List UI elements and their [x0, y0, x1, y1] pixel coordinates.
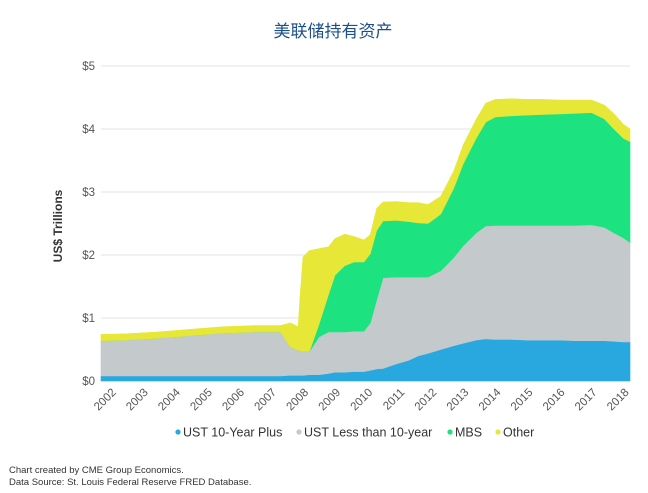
- legend-marker: [175, 429, 181, 435]
- y-tick-label: $4: [82, 124, 95, 136]
- x-tick-label: 2011: [381, 387, 407, 413]
- legend-label: UST 10-Year Plus: [183, 426, 282, 440]
- x-tick-label: 2002: [92, 387, 119, 414]
- x-tick-label: 2010: [349, 387, 376, 414]
- x-tick-label: 2005: [188, 387, 215, 414]
- stacked-areas: [100, 98, 631, 382]
- y-tick-label: $0: [82, 376, 95, 388]
- y-axis-label: US$ Trillions: [51, 189, 65, 262]
- legend-label: MBS: [455, 426, 482, 440]
- y-tick-label: $3: [82, 187, 95, 199]
- x-tick-label: 2008: [285, 387, 312, 414]
- y-tick-label: $2: [82, 250, 95, 262]
- legend-label: Other: [503, 426, 534, 440]
- x-tick-label: 2004: [156, 386, 183, 413]
- y-axis-ticks: $0 $1 $2 $3 $4 $5: [82, 61, 95, 388]
- x-tick-label: 2017: [573, 387, 600, 414]
- x-tick-label: 2003: [124, 387, 151, 414]
- x-tick-label: 2009: [317, 387, 344, 414]
- x-axis-ticks: 2002 2003 2004 2005 2006 2007 2008 2009 2010 2011…: [92, 386, 632, 413]
- x-tick-label: 2007: [252, 387, 279, 414]
- x-tick-label: 2012: [413, 387, 440, 414]
- legend-marker: [447, 429, 453, 435]
- legend-item: MBS: [447, 426, 482, 440]
- legend-item: UST Less than 10-year: [296, 426, 432, 440]
- chart-credit: Chart created by CME Group Economics.: [9, 465, 184, 476]
- y-tick-label: $5: [82, 61, 95, 73]
- x-tick-label: 2015: [509, 387, 536, 414]
- x-tick-label: 2018: [605, 387, 632, 414]
- x-tick-label: 2006: [220, 387, 247, 414]
- legend: UST 10-Year Plus UST Less than 10-year MBS…: [175, 426, 534, 440]
- legend-item: Other: [495, 426, 534, 440]
- y-tick-label: $1: [82, 313, 95, 325]
- legend-marker: [495, 429, 501, 435]
- x-tick-label: 2014: [477, 386, 504, 413]
- chart-title: 美联储持有资产: [274, 22, 393, 42]
- legend-marker: [296, 429, 302, 435]
- legend-label: UST Less than 10-year: [304, 426, 432, 440]
- x-tick-label: 2016: [541, 387, 568, 414]
- area-other: [100, 98, 631, 352]
- data-source: Data Source: St. Louis Federal Reserve F…: [9, 477, 252, 488]
- legend-item: UST 10-Year Plus: [175, 426, 282, 440]
- x-tick-label: 2013: [445, 387, 472, 414]
